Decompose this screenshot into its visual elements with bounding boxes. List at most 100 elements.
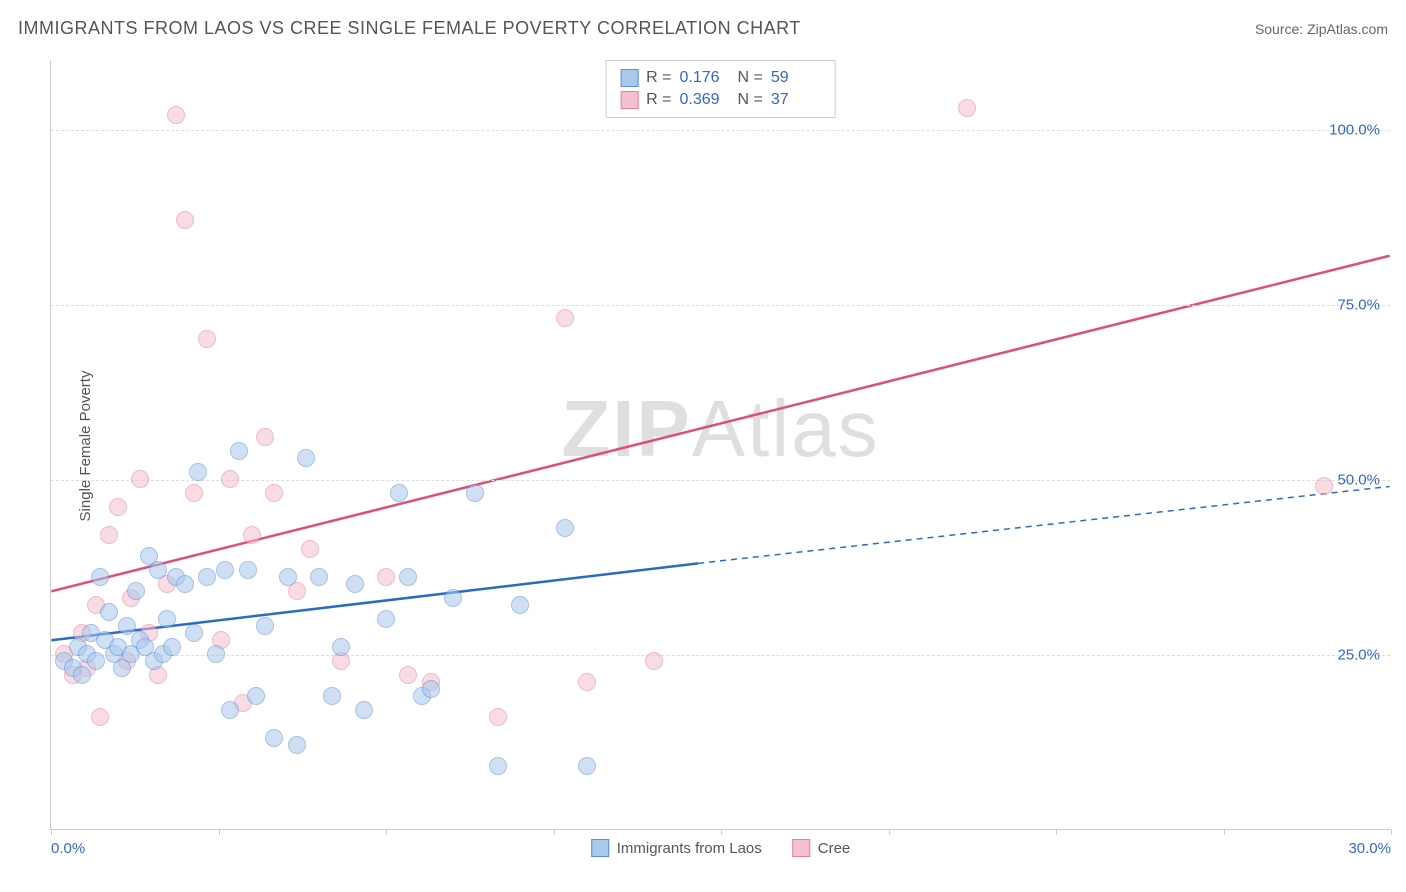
data-point <box>578 757 596 775</box>
x-tick <box>1056 829 1057 835</box>
x-tick-label: 0.0% <box>51 840 85 857</box>
y-tick-label: 25.0% <box>1337 647 1380 664</box>
data-point <box>100 603 118 621</box>
data-point <box>163 638 181 656</box>
x-tick <box>1224 829 1225 835</box>
data-point <box>556 519 574 537</box>
data-point <box>1315 477 1333 495</box>
data-point <box>399 666 417 684</box>
legend-r-label: R = <box>646 91 671 109</box>
data-point <box>466 484 484 502</box>
legend-r-label: R = <box>646 69 671 87</box>
data-point <box>221 470 239 488</box>
data-point <box>207 645 225 663</box>
chart-title: IMMIGRANTS FROM LAOS VS CREE SINGLE FEMA… <box>18 18 801 39</box>
data-point <box>556 309 574 327</box>
data-point <box>377 568 395 586</box>
data-point <box>958 99 976 117</box>
legend-n-value-cree: 37 <box>771 91 821 109</box>
data-point <box>230 442 248 460</box>
data-point <box>198 568 216 586</box>
legend-swatch-cree <box>620 91 638 109</box>
gridline <box>51 655 1390 656</box>
data-point <box>87 652 105 670</box>
legend-n-value-laos: 59 <box>771 69 821 87</box>
data-point <box>127 582 145 600</box>
data-point <box>189 463 207 481</box>
data-point <box>399 568 417 586</box>
legend-label-laos: Immigrants from Laos <box>617 840 762 857</box>
data-point <box>185 624 203 642</box>
data-point <box>91 568 109 586</box>
legend-row-laos: R = 0.176 N = 59 <box>620 67 821 89</box>
data-point <box>578 673 596 691</box>
gridline <box>51 480 1390 481</box>
data-point <box>131 470 149 488</box>
y-tick-label: 50.0% <box>1337 472 1380 489</box>
legend-item-laos: Immigrants from Laos <box>591 839 762 857</box>
legend-swatch-laos <box>620 69 638 87</box>
y-tick-label: 100.0% <box>1329 122 1380 139</box>
legend-item-cree: Cree <box>792 839 851 857</box>
legend-swatch-cree-btm <box>792 839 810 857</box>
x-tick <box>1391 829 1392 835</box>
data-point <box>216 561 234 579</box>
chart-header: IMMIGRANTS FROM LAOS VS CREE SINGLE FEMA… <box>18 18 1388 39</box>
data-point <box>176 575 194 593</box>
chart-source: Source: ZipAtlas.com <box>1255 21 1388 37</box>
data-point <box>176 211 194 229</box>
data-point <box>489 757 507 775</box>
data-point <box>167 106 185 124</box>
x-tick <box>219 829 220 835</box>
data-point <box>323 687 341 705</box>
data-point <box>265 729 283 747</box>
data-point <box>247 687 265 705</box>
data-point <box>332 638 350 656</box>
data-point <box>355 701 373 719</box>
watermark-zip: ZIP <box>561 384 691 473</box>
data-point <box>444 589 462 607</box>
x-tick-label: 30.0% <box>1348 840 1391 857</box>
data-point <box>279 568 297 586</box>
data-point <box>109 498 127 516</box>
legend-correlation: R = 0.176 N = 59 R = 0.369 N = 37 <box>605 60 836 118</box>
data-point <box>511 596 529 614</box>
legend-series: Immigrants from Laos Cree <box>591 839 851 857</box>
watermark-atlas: Atlas <box>692 384 880 473</box>
data-point <box>390 484 408 502</box>
data-point <box>297 449 315 467</box>
trend-lines <box>51 60 1390 829</box>
legend-row-cree: R = 0.369 N = 37 <box>620 89 821 111</box>
watermark: ZIPAtlas <box>561 383 879 475</box>
data-point <box>301 540 319 558</box>
data-point <box>310 568 328 586</box>
data-point <box>256 617 274 635</box>
legend-r-value-laos: 0.176 <box>680 69 730 87</box>
legend-n-label: N = <box>738 91 763 109</box>
data-point <box>73 666 91 684</box>
data-point <box>91 708 109 726</box>
x-tick <box>721 829 722 835</box>
data-point <box>239 561 257 579</box>
legend-n-label: N = <box>738 69 763 87</box>
data-point <box>422 680 440 698</box>
x-tick <box>554 829 555 835</box>
data-point <box>377 610 395 628</box>
data-point <box>198 330 216 348</box>
legend-label-cree: Cree <box>818 840 851 857</box>
legend-r-value-cree: 0.369 <box>680 91 730 109</box>
data-point <box>158 610 176 628</box>
x-tick <box>889 829 890 835</box>
data-point <box>185 484 203 502</box>
legend-swatch-laos-btm <box>591 839 609 857</box>
trend-line-dashed <box>698 486 1389 563</box>
data-point <box>243 526 261 544</box>
data-point <box>118 617 136 635</box>
gridline <box>51 305 1390 306</box>
data-point <box>645 652 663 670</box>
data-point <box>221 701 239 719</box>
data-point <box>288 736 306 754</box>
plot-area: ZIPAtlas R = 0.176 N = 59 R = 0.369 N = … <box>50 60 1390 830</box>
data-point <box>149 561 167 579</box>
data-point <box>265 484 283 502</box>
